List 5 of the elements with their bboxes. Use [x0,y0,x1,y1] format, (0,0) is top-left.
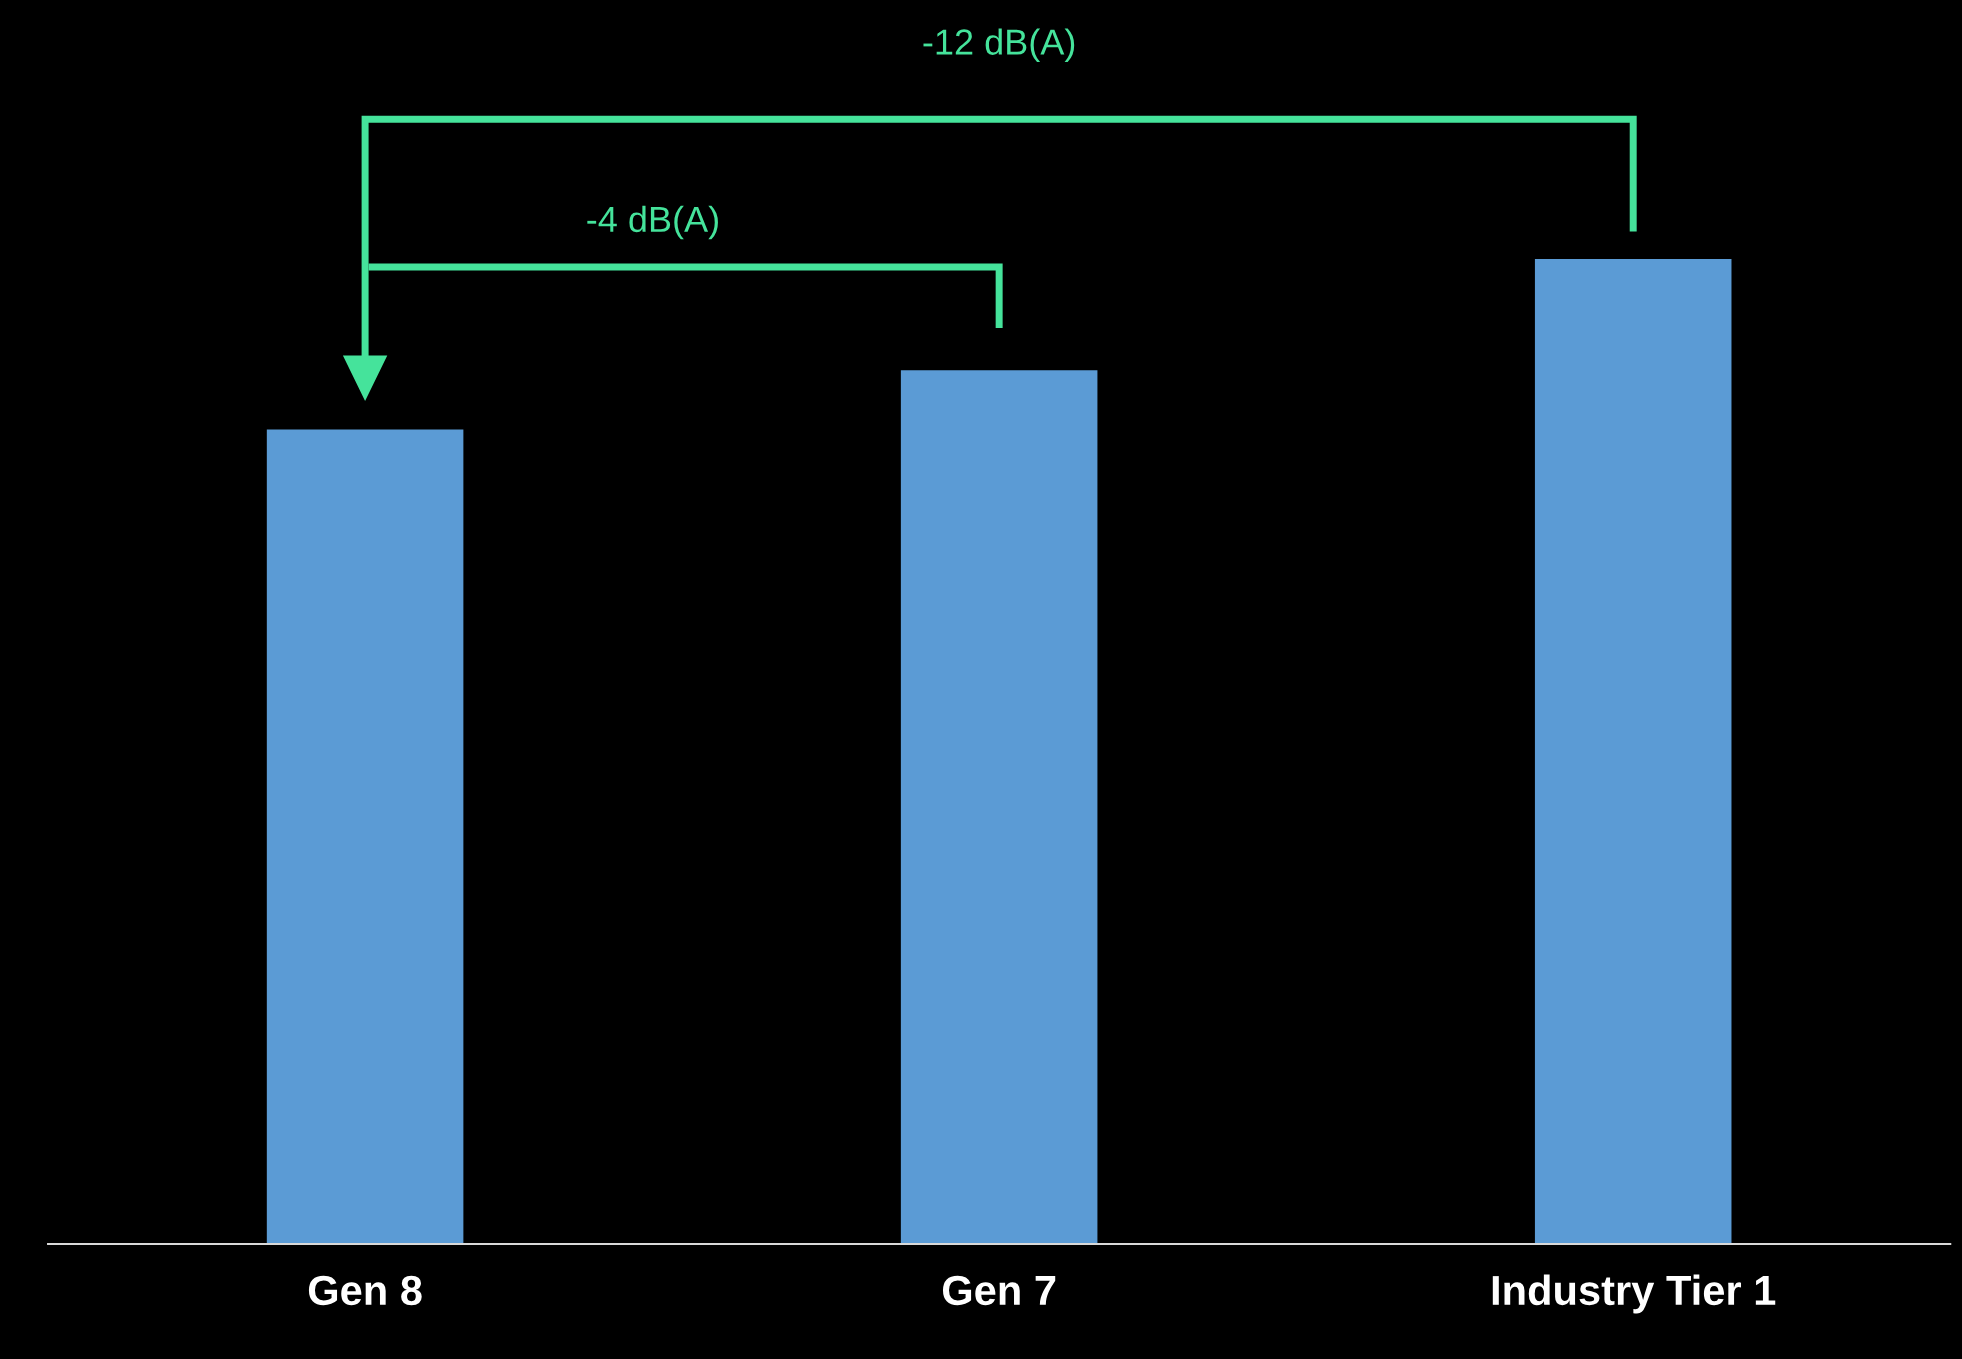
x-tick-label: Industry Tier 1 [1492,1274,1776,1314]
text: -12 dB(A) [923,28,1075,63]
x-tick-label: Gen 7 [942,1275,1056,1306]
text: -4 dB(A) [587,205,718,240]
x-tick-label: Gen 8 [308,1275,422,1306]
